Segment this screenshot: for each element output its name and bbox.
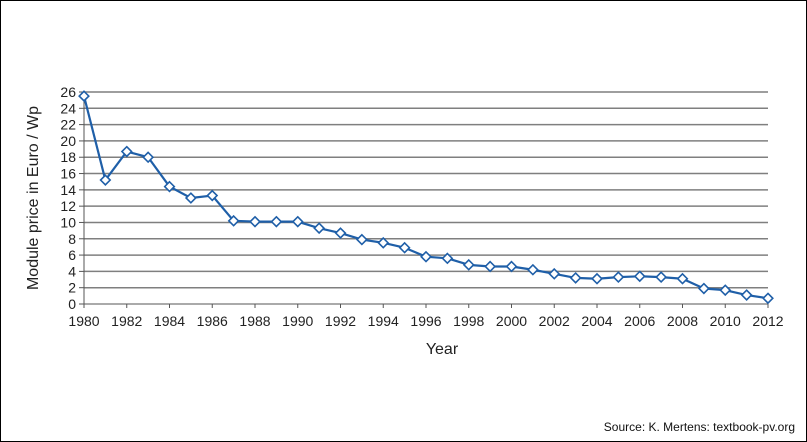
data-point-1984	[163, 180, 176, 193]
data-point-1996	[420, 250, 432, 263]
data-point-1981	[99, 174, 112, 186]
y-tick-label-12: 12	[60, 198, 76, 214]
y-tick-label-22: 22	[60, 117, 76, 133]
data-point-1992	[334, 227, 347, 239]
data-point-2002	[548, 267, 561, 280]
data-point-2004	[591, 272, 603, 285]
gridlines	[84, 91, 768, 289]
data-point-1998	[462, 258, 475, 271]
y-tick-label-4: 4	[68, 263, 76, 279]
y-tick-label-26: 26	[60, 84, 76, 100]
x-tick-label-2008: 2008	[667, 313, 698, 329]
y-axis-title: Module price in Euro / Wp	[25, 106, 42, 290]
data-point-2008	[676, 272, 689, 285]
x-tick-label-1982: 1982	[111, 313, 142, 329]
y-tick-label-2: 2	[68, 280, 76, 296]
data-point-1983	[142, 151, 155, 164]
data-point-1988	[249, 215, 261, 228]
data-point-2005	[612, 271, 625, 284]
data-point-1985	[184, 192, 197, 204]
data-point-2012	[762, 292, 774, 305]
y-tick-label-20: 20	[60, 133, 76, 149]
x-tick-label-1994: 1994	[368, 313, 399, 329]
x-tick-label-1986: 1986	[197, 313, 228, 329]
data-point-2006	[633, 270, 646, 283]
x-tick-label-2000: 2000	[496, 313, 527, 329]
x-tick-label-1984: 1984	[154, 313, 185, 329]
data-point-2000	[505, 260, 518, 273]
x-tick-label-1996: 1996	[410, 313, 441, 329]
data-point-2009	[697, 282, 710, 295]
x-tick-label-2012: 2012	[752, 313, 783, 329]
data-point-2001	[526, 263, 539, 276]
x-tick-label-2002: 2002	[539, 313, 570, 329]
data-point-2003	[569, 271, 582, 284]
data-point-1987	[227, 214, 240, 227]
y-tick-label-16: 16	[60, 166, 76, 182]
data-point-2007	[655, 271, 668, 284]
y-tick-label-24: 24	[60, 100, 76, 116]
x-tick-labels: 1980 1982 1984 1986 1988 1990 1992 1994 1996 1998…	[68, 313, 783, 329]
data-point-1986	[206, 189, 219, 202]
data-point-1990	[291, 215, 304, 228]
x-tick-label-1990: 1990	[282, 313, 313, 329]
x-tick-label-1988: 1988	[239, 313, 270, 329]
data-point-1993	[355, 233, 368, 246]
x-tick-label-1992: 1992	[325, 313, 356, 329]
axes	[79, 91, 769, 308]
y-tick-label-8: 8	[68, 231, 76, 247]
data-point-1994	[377, 236, 390, 249]
data-point-1997	[441, 252, 454, 265]
data-point-2010	[719, 284, 732, 297]
x-tick-label-1980: 1980	[68, 313, 99, 329]
series-module-price	[78, 90, 774, 305]
data-point-1982	[120, 145, 133, 158]
x-tick-label-2010: 2010	[710, 313, 741, 329]
data-point-1999	[484, 260, 497, 273]
data-point-1995	[398, 241, 411, 254]
data-point-1980	[78, 90, 90, 103]
source-note: Source: K. Mertens: textbook-pv.org	[603, 420, 795, 434]
x-axis-title: Year	[426, 341, 459, 358]
y-tick-label-0: 0	[68, 296, 76, 312]
data-point-1989	[270, 215, 283, 228]
x-tick-label-2004: 2004	[581, 313, 612, 329]
data-point-2011	[740, 289, 753, 301]
data-point-1991	[313, 222, 326, 235]
y-tick-label-10: 10	[60, 214, 76, 230]
y-tick-label-6: 6	[68, 247, 76, 263]
y-tick-label-18: 18	[60, 149, 76, 165]
y-tick-label-14: 14	[60, 182, 76, 198]
x-tick-label-1998: 1998	[453, 313, 484, 329]
x-tick-label-2006: 2006	[624, 313, 655, 329]
